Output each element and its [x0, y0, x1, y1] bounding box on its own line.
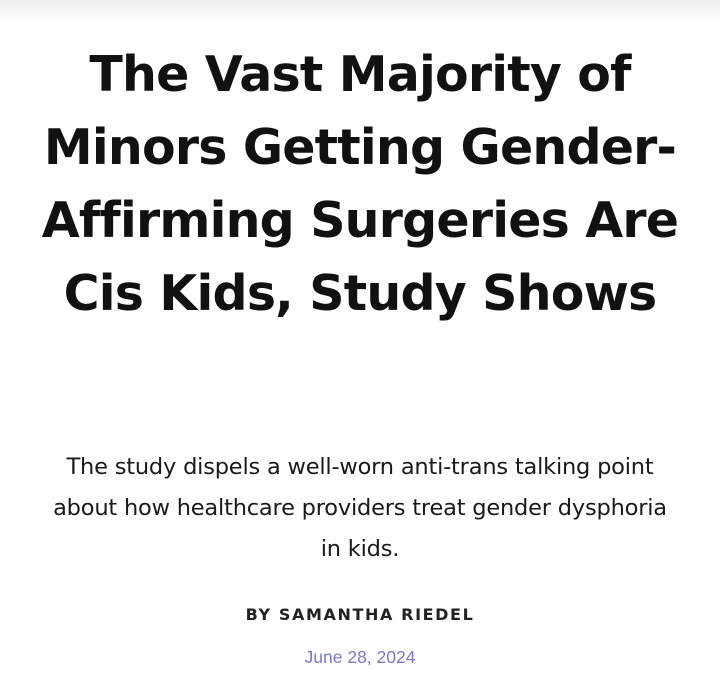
byline[interactable]: BY SAMANTHA RIEDEL	[245, 605, 475, 624]
headline: The Vast Majority of Minors Getting Gend…	[41, 46, 679, 322]
publish-date: June 28, 2024	[304, 647, 416, 667]
top-shadow-divider	[0, 0, 720, 22]
subheadline: The study dispels a well-worn anti-trans…	[53, 454, 667, 562]
